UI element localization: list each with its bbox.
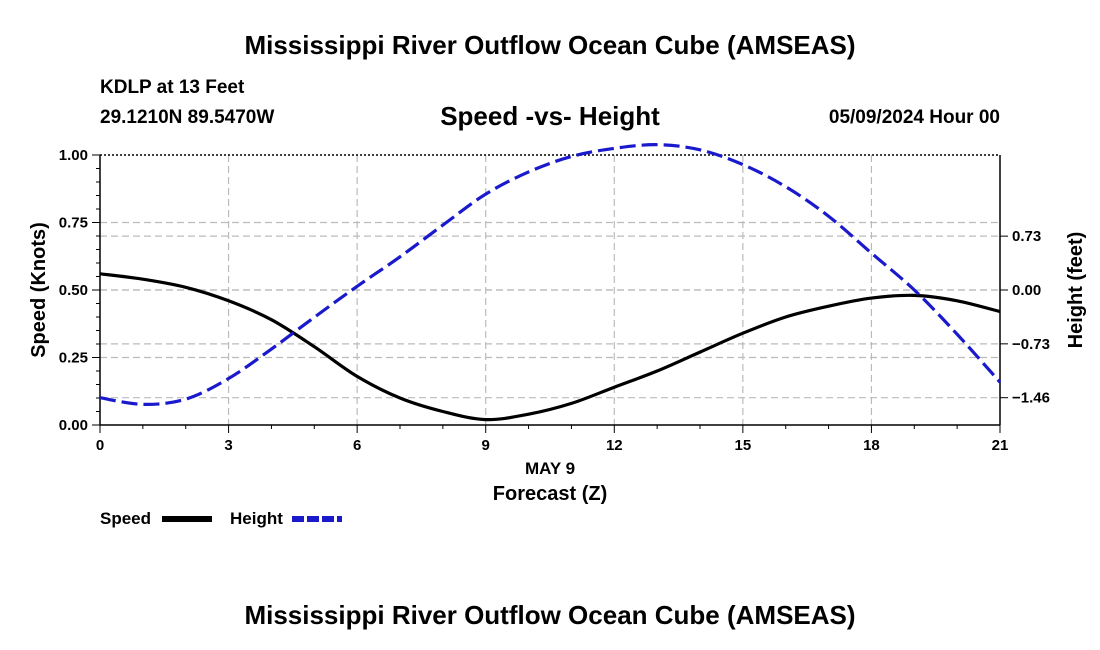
y-tick-label: 0.00 (59, 417, 88, 434)
x-tick-label: 15 (735, 437, 752, 454)
station-label: KDLP at 13 Feet (100, 77, 245, 98)
chart-subtitle: Speed -vs- Height (440, 101, 660, 131)
legend-speed-swatch (162, 516, 212, 522)
y-tick-label: 0.25 (59, 350, 88, 367)
bottom-title: Mississippi River Outflow Ocean Cube (AM… (244, 600, 856, 630)
legend-height-swatch (292, 516, 342, 522)
y2-tick-label: 0.00 (1012, 282, 1041, 299)
y2-tick-label: −0.73 (1012, 336, 1050, 353)
forecast-datetime: 05/09/2024 Hour 00 (828, 107, 1000, 128)
x-tick-label: 3 (224, 437, 232, 454)
x-tick-label: 18 (863, 437, 880, 454)
x-tick-label: 0 (96, 437, 104, 454)
coordinates-label: 29.1210N 89.5470W (100, 107, 275, 128)
y2-axis-label: Height (feet) (1065, 232, 1087, 349)
main-title: Mississippi River Outflow Ocean Cube (AM… (244, 30, 856, 60)
x-tick-label: 12 (606, 437, 623, 454)
y-tick-label: 0.75 (59, 215, 88, 232)
y-axis-label: Speed (Knots) (28, 222, 50, 358)
x-tick-label: 6 (353, 437, 361, 454)
x-tick-label: 21 (992, 437, 1009, 454)
x-axis-date-label: MAY 9 (525, 459, 575, 478)
height-series-line (99, 143, 1002, 406)
x-axis-label: Forecast (Z) (493, 483, 607, 505)
legend-height-label: Height (230, 509, 283, 528)
speed-series-line (99, 272, 1001, 422)
y2-tick-label: 0.73 (1012, 228, 1041, 245)
x-tick-label: 9 (482, 437, 490, 454)
legend-speed-label: Speed (100, 509, 152, 528)
y-tick-label: 0.50 (59, 282, 88, 299)
y2-tick-label: −1.46 (1012, 390, 1050, 407)
y-tick-label: 1.00 (59, 147, 88, 164)
